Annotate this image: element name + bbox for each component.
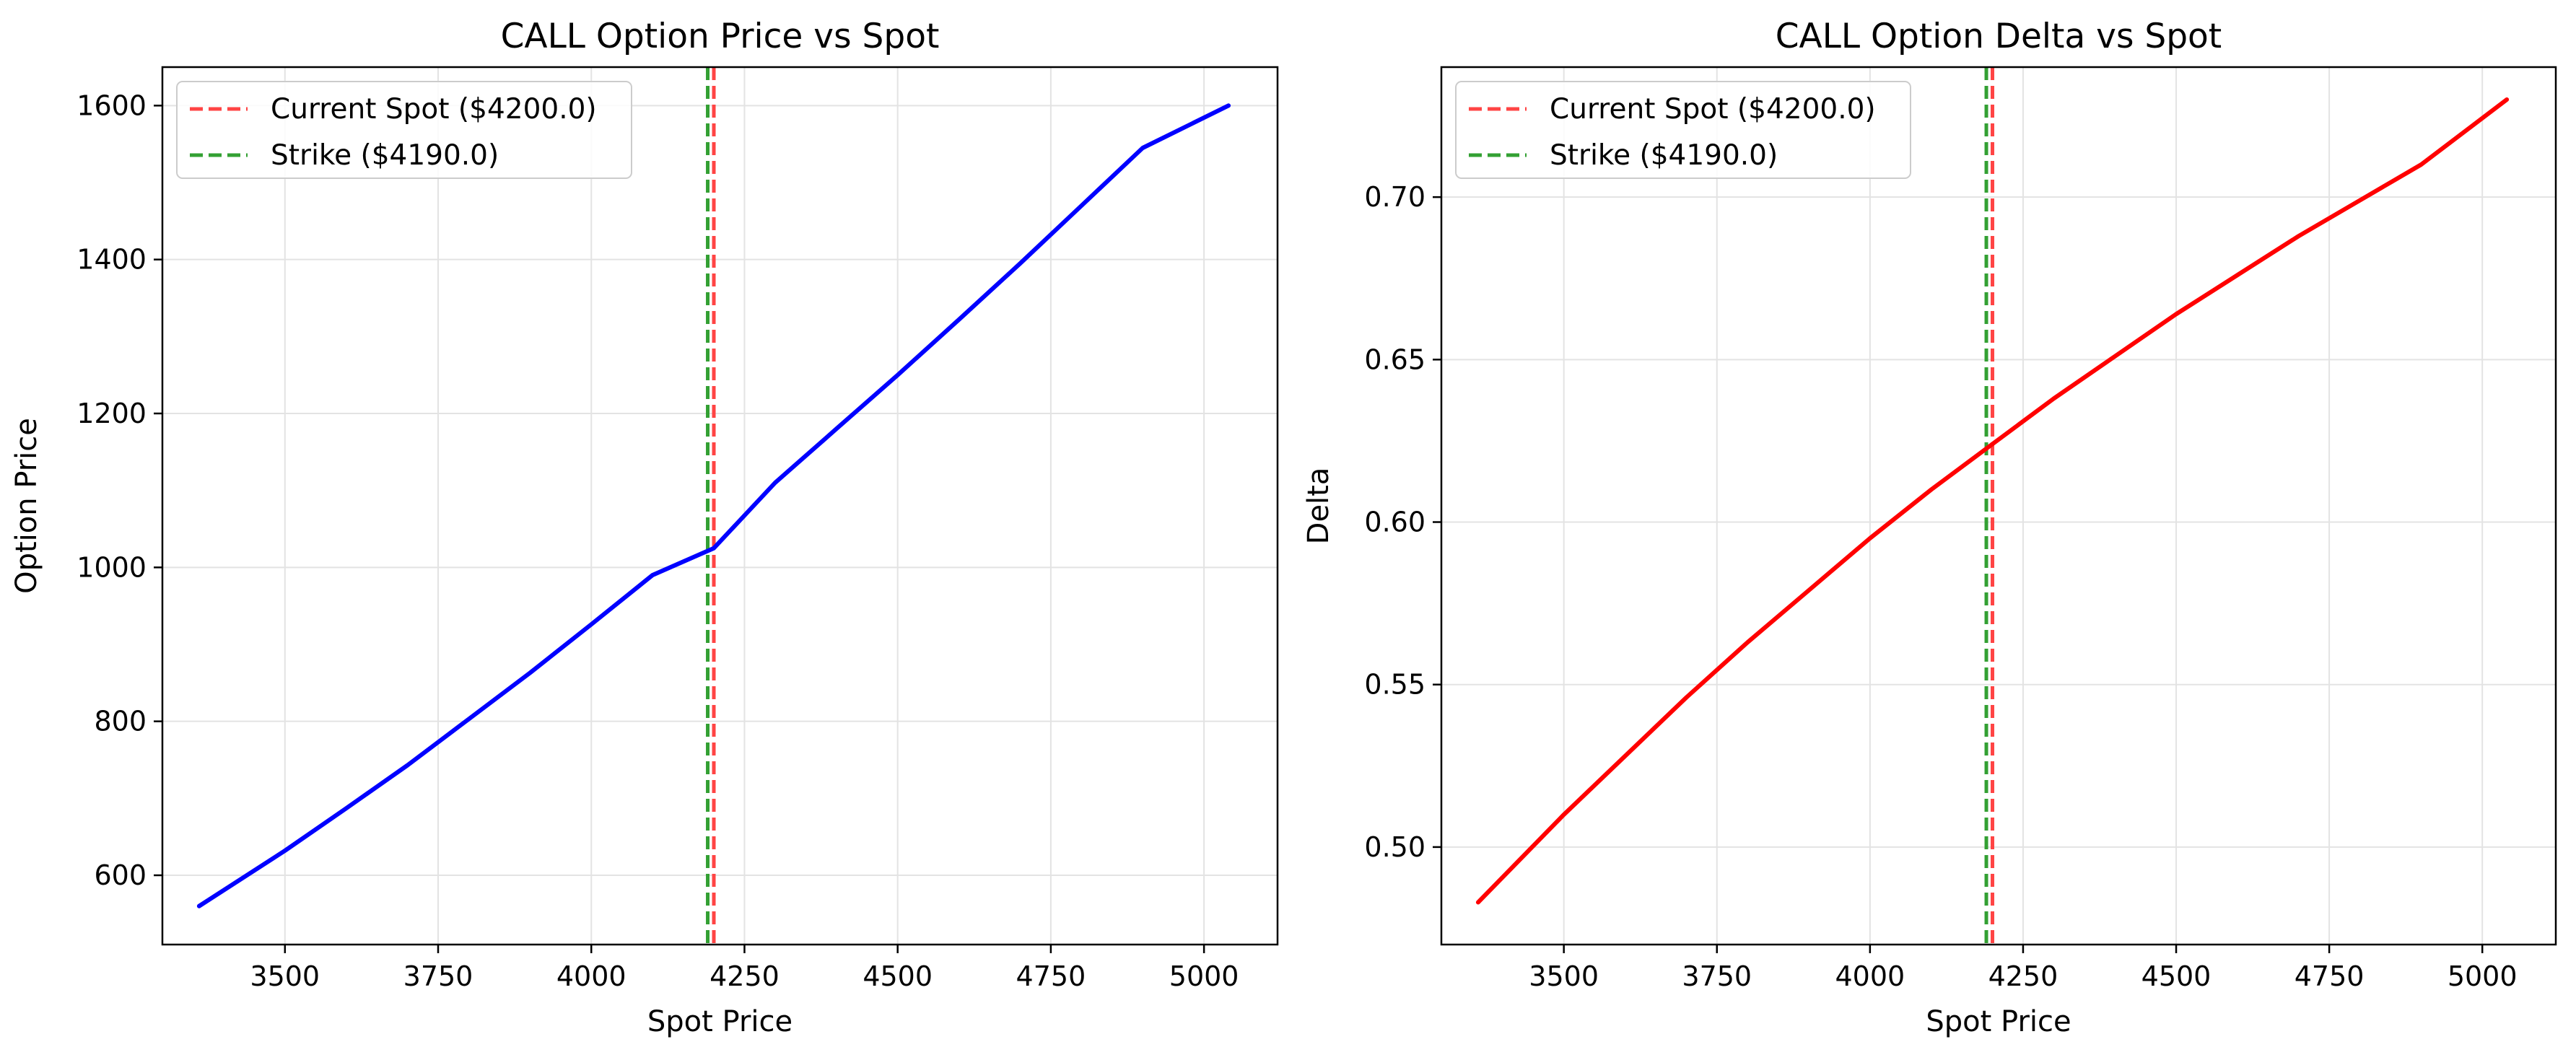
x-tick-label: 3750 [1682,960,1752,992]
legend-label-strike: Strike ($4190.0) [1550,139,1778,172]
x-tick-label: 4750 [1016,960,1086,992]
y-tick-label: 1000 [77,551,147,583]
y-axis-label: Option Price [10,418,43,594]
chart-2: 3500 3750 4000 4250 4500 4750 5000 0.50 0.55 0.60… [1302,17,2557,1038]
legend-label-current-spot: Current Spot ($4200.0) [271,93,597,126]
y-tick-label: 0.50 [1364,831,1425,863]
x-tick-label: 4500 [863,960,933,992]
x-tick-label: 4000 [556,960,626,992]
x-tick-label: 5000 [2448,960,2518,992]
legend: Current Spot ($4200.0) Strike ($4190.0) [1455,81,1911,179]
y-tick-label: 0.65 [1364,343,1425,375]
chart-title: CALL Option Price vs Spot [501,17,940,56]
x-tick-label: 3750 [403,960,473,992]
series-line [1475,97,2510,905]
axes-frame [1440,66,2557,946]
plot-area [1475,67,2510,945]
y-tick-label: 1400 [77,244,147,276]
legend-label-current-spot: Current Spot ($4200.0) [1550,93,1876,126]
x-axis-label: Spot Price [1926,1005,2071,1038]
y-tick-label: 0.70 [1364,181,1425,213]
x-tick-label: 3500 [1529,960,1599,992]
y-tick-label: 0.60 [1364,507,1425,538]
y-axis-label: Delta [1302,468,1335,545]
y-tick-label: 600 [94,859,147,891]
legend-box [176,81,632,179]
legend: Current Spot ($4200.0) Strike ($4190.0) [176,81,632,179]
y-tick-label: 800 [94,706,147,737]
axes-frame [161,66,1279,946]
chart-title: CALL Option Delta vs Spot [1776,17,2222,56]
plot-area [196,67,1231,945]
chart-1: 3500 3750 4000 4250 4500 4750 5000 600 800 1000 12… [10,17,1279,1038]
x-tick-label: 4500 [2141,960,2212,992]
series-line [196,103,1231,908]
y-tick-label: 1600 [77,89,147,121]
x-tick-label: 4250 [1988,960,2058,992]
y-tick-label: 0.55 [1364,669,1425,701]
legend-box [1455,81,1911,179]
x-tick-label: 4250 [710,960,780,992]
x-tick-label: 5000 [1169,960,1239,992]
y-tick-label: 1200 [77,398,147,429]
x-tick-label: 4000 [1835,960,1905,992]
x-tick-label: 3500 [250,960,320,992]
legend-label-strike: Strike ($4190.0) [271,139,499,172]
x-axis-label: Spot Price [647,1005,793,1038]
x-tick-label: 4750 [2295,960,2365,992]
